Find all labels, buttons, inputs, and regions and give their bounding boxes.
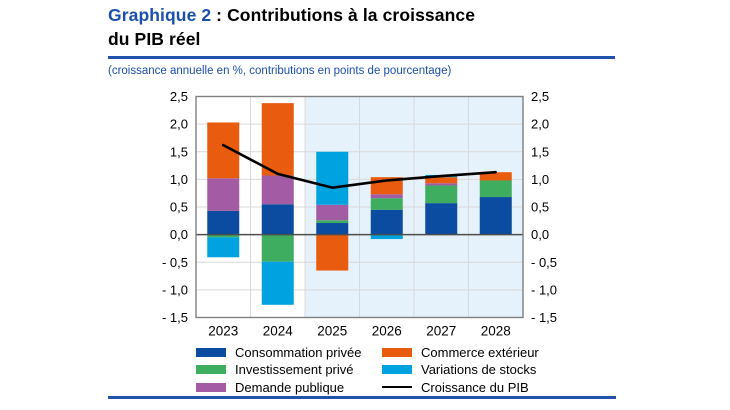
bar-segment (370, 198, 403, 210)
y-tick-label-left: 0,5 (170, 200, 188, 215)
bar-segment (316, 220, 349, 224)
y-tick-label-right: 1,0 (531, 172, 549, 187)
y-tick-label-left: 1,5 (170, 144, 188, 159)
bar-segment (261, 175, 294, 205)
chart-subtitle: (croissance annuelle en %, contributions… (108, 65, 452, 77)
y-tick-label-right: 0,0 (531, 227, 549, 242)
legend: Consommation privée Commerce extérieur Inv… (196, 344, 539, 395)
legend-item: Croissance du PIB (382, 379, 539, 395)
y-tick-label-right: 2,0 (531, 117, 549, 132)
footer-rule (108, 396, 616, 399)
legend-item: Variations de stocks (382, 362, 539, 377)
chart-title: Graphique 2 : Contributions à la croissa… (108, 3, 628, 51)
bar-segment (316, 151, 349, 205)
bar-segment (425, 203, 458, 235)
y-tick-label-right: 0,5 (531, 200, 549, 215)
y-tick-label-left: - 1,5 (162, 310, 188, 325)
x-axis-year-label: 2024 (263, 324, 294, 339)
bar-segment (207, 210, 240, 235)
x-axis-year-label: 2025 (317, 324, 347, 339)
chart-title-prefix: Graphique 2 (108, 5, 212, 25)
title-divider-rule (108, 56, 615, 59)
bar-segment (316, 223, 349, 235)
y-tick-label-left: 2,5 (170, 89, 188, 104)
legend-item: Investissement privé (196, 362, 382, 377)
y-tick-label-left: - 1,0 (162, 282, 188, 297)
bar-segment (261, 261, 294, 305)
bar-segment (479, 172, 512, 181)
bar-segment (425, 185, 458, 204)
chart-title-line2: du PIB réel (108, 29, 201, 49)
bar-segment (261, 103, 294, 176)
legend-color-swatch (196, 365, 226, 374)
bar-segment (479, 197, 512, 235)
plot-frame (195, 95, 524, 319)
legend-color-swatch (196, 382, 226, 392)
y-tick-label-right: - 0,5 (531, 255, 557, 270)
bar-segment (479, 180, 512, 198)
legend-color-swatch (196, 347, 226, 357)
x-axis-year-label: 2027 (426, 324, 456, 339)
y-tick-label-right: 2,5 (531, 89, 549, 104)
x-axis-year-label: 2026 (372, 324, 402, 339)
gdp-growth-line (221, 143, 498, 189)
bar-segment (370, 234, 403, 240)
chart-title-line1: Graphique 2 : Contributions à la croissa… (108, 3, 628, 27)
bar-segment (207, 237, 240, 258)
y-tick-label-left: 1,0 (170, 172, 188, 187)
bar-segment (261, 204, 294, 235)
legend-item: Demande publique (196, 379, 382, 395)
y-tick-label-left: - 0,5 (162, 255, 188, 270)
y-tick-label-left: 0,0 (170, 227, 188, 242)
legend-label: Commerce extérieur (421, 344, 539, 360)
bar-segment (316, 204, 349, 221)
bar-segment (207, 234, 240, 238)
bar-segment (425, 177, 458, 184)
legend-line-swatch (382, 385, 412, 389)
legend-label: Consommation privée (235, 344, 362, 360)
y-tick-label-right: 1,5 (531, 144, 549, 159)
legend-label: Croissance du PIB (421, 379, 529, 395)
bar-segment (370, 209, 403, 235)
legend-item: Commerce extérieur (382, 344, 539, 360)
x-axis-year-label: 2028 (481, 324, 511, 339)
legend-color-swatch (382, 347, 412, 357)
x-axis-year-label: 2023 (208, 324, 238, 339)
y-tick-label-right: - 1,0 (531, 282, 557, 297)
bar-segment (370, 194, 403, 199)
legend-label: Variations de stocks (421, 362, 537, 377)
bar-segment (425, 183, 458, 186)
bar-segment (316, 234, 349, 271)
chart-title-rest: : Contributions à la croissance (211, 5, 476, 25)
legend-item: Consommation privée (196, 344, 382, 360)
bar-segment (207, 178, 240, 211)
y-tick-label-right: - 1,5 (531, 310, 557, 325)
y-tick-label-left: 2,0 (170, 117, 188, 132)
legend-label: Investissement privé (235, 362, 354, 377)
legend-label: Demande publique (235, 379, 345, 395)
bar-segment (261, 234, 294, 262)
legend-color-swatch (382, 365, 412, 374)
